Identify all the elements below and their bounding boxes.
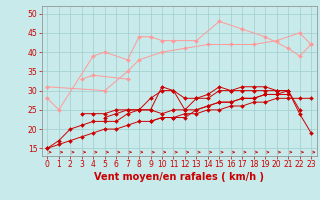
- X-axis label: Vent moyen/en rafales ( km/h ): Vent moyen/en rafales ( km/h ): [94, 172, 264, 182]
